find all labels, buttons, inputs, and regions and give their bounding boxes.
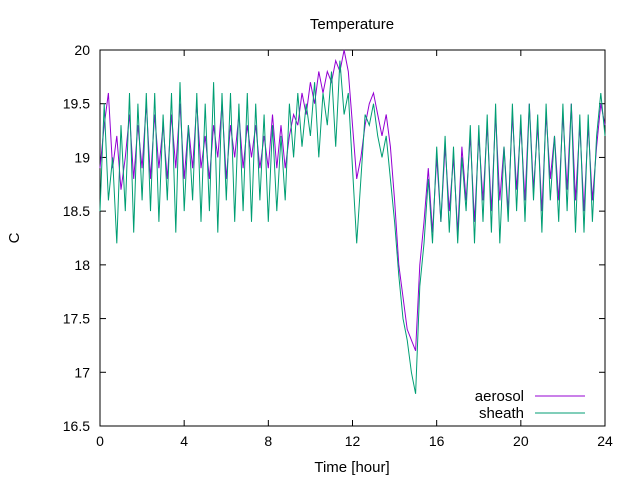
- legend-label-aerosol: aerosol: [475, 388, 524, 405]
- axis-ticks: 0 4 8 12 16 20 24 16.5 17 17.5 18 18.5 19 19.5 20: [63, 42, 613, 449]
- y-tick-label: 20: [74, 42, 90, 58]
- chart-title: Temperature: [310, 16, 394, 33]
- y-tick-label: 18.5: [63, 203, 90, 219]
- x-tick-label: 12: [345, 433, 361, 449]
- x-tick-label: 24: [597, 433, 613, 449]
- y-tick-label: 19: [74, 149, 90, 165]
- x-tick-label: 8: [264, 433, 272, 449]
- x-tick-label: 0: [96, 433, 104, 449]
- series-line-sheath: [99, 60, 606, 394]
- x-tick-label: 4: [180, 433, 188, 449]
- y-axis-label: C: [6, 232, 23, 243]
- y-tick-label: 16.5: [63, 418, 90, 434]
- y-tick-label: 17.5: [63, 311, 90, 327]
- x-tick-label: 20: [513, 433, 529, 449]
- y-tick-label: 18: [74, 257, 90, 273]
- x-tick-label: 16: [429, 433, 445, 449]
- y-tick-label: 17: [74, 364, 90, 380]
- legend-label-sheath: sheath: [479, 405, 524, 422]
- x-axis-label: Time [hour]: [314, 459, 389, 476]
- series-lines: [99, 49, 606, 394]
- y-tick-label: 19.5: [63, 96, 90, 112]
